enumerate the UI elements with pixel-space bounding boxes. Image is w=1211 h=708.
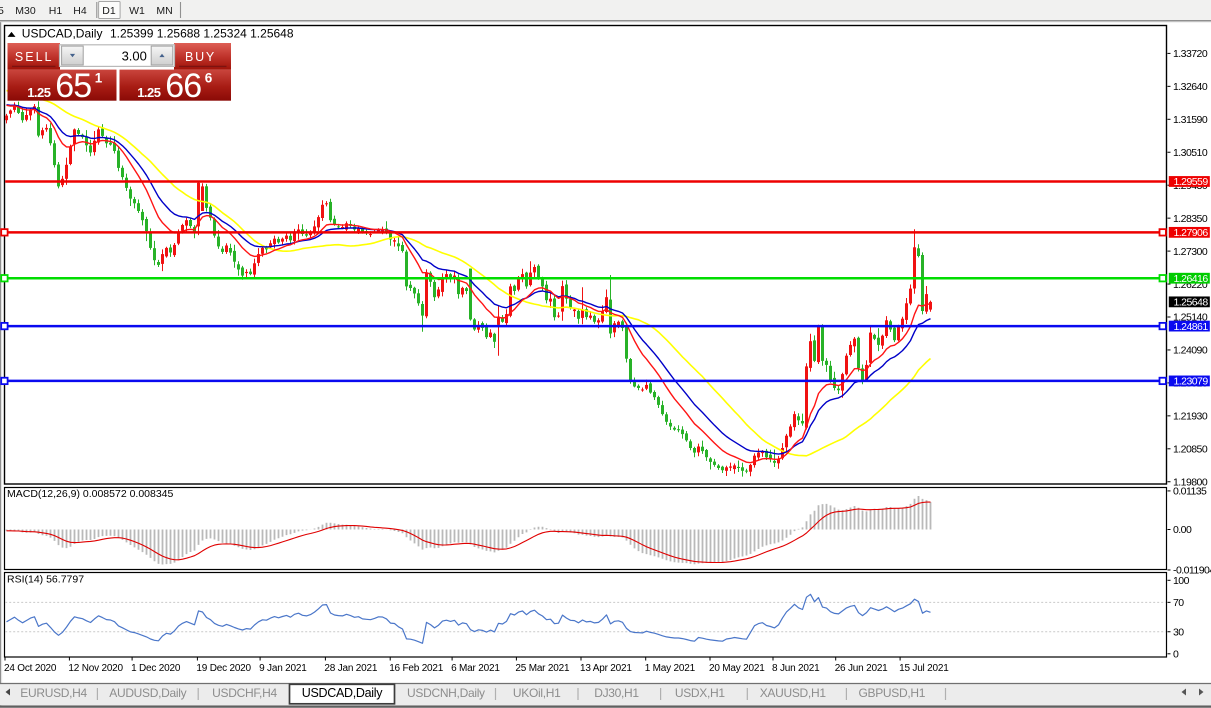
svg-text:UKOil,H1: UKOil,H1 — [513, 686, 561, 700]
svg-text:1.30510: 1.30510 — [1173, 147, 1208, 159]
svg-text:1.31590: 1.31590 — [1173, 114, 1208, 126]
svg-text:1.26416: 1.26416 — [1174, 273, 1209, 285]
svg-text:24 Oct 2020: 24 Oct 2020 — [4, 663, 57, 674]
svg-text:1.25: 1.25 — [137, 85, 161, 100]
svg-text:25 Mar 2021: 25 Mar 2021 — [515, 663, 570, 674]
svg-text:100: 100 — [1173, 575, 1190, 587]
svg-text:5: 5 — [0, 5, 4, 17]
svg-text:1.25: 1.25 — [27, 85, 51, 100]
svg-text:DJ30,H1: DJ30,H1 — [594, 686, 639, 700]
svg-text:USDCAD,Daily: USDCAD,Daily — [302, 686, 383, 700]
svg-text:1.28350: 1.28350 — [1173, 213, 1208, 225]
svg-text:SELL: SELL — [15, 50, 54, 64]
svg-text:D1: D1 — [102, 5, 116, 17]
svg-text:1.23079: 1.23079 — [1174, 376, 1209, 388]
svg-text:1.27906: 1.27906 — [1174, 227, 1209, 239]
svg-text:19 Dec 2020: 19 Dec 2020 — [196, 663, 251, 674]
svg-text:USDX,H1: USDX,H1 — [675, 686, 726, 700]
svg-text:65: 65 — [55, 67, 91, 105]
svg-text:6: 6 — [205, 71, 213, 86]
svg-text:RSI(14) 56.7797: RSI(14) 56.7797 — [7, 574, 84, 586]
svg-text:20 May 2021: 20 May 2021 — [709, 663, 765, 674]
svg-text:3.00: 3.00 — [122, 48, 147, 63]
svg-text:MN: MN — [156, 5, 172, 17]
svg-text:1.24861: 1.24861 — [1174, 321, 1209, 333]
svg-text:MACD(12,26,9) 0.008572 0.00834: MACD(12,26,9) 0.008572 0.008345 — [7, 488, 174, 500]
svg-text:0.01135: 0.01135 — [1173, 486, 1207, 498]
svg-text:8 Jun 2021: 8 Jun 2021 — [772, 663, 820, 674]
svg-text:W1: W1 — [129, 5, 145, 17]
svg-text:1.29559: 1.29559 — [1174, 176, 1209, 188]
svg-text:66: 66 — [165, 67, 201, 105]
svg-text:BUY: BUY — [185, 50, 216, 64]
svg-text:H4: H4 — [73, 5, 87, 17]
svg-text:1.32640: 1.32640 — [1173, 81, 1208, 93]
svg-text:1.33720: 1.33720 — [1173, 48, 1208, 60]
svg-text:USDCNH,Daily: USDCNH,Daily — [407, 686, 485, 700]
svg-text:EURUSD,H4: EURUSD,H4 — [20, 686, 87, 700]
svg-text:H1: H1 — [49, 5, 63, 17]
svg-text:6 Mar 2021: 6 Mar 2021 — [451, 663, 500, 674]
svg-text:M30: M30 — [15, 5, 36, 17]
svg-text:9 Jan 2021: 9 Jan 2021 — [259, 663, 307, 674]
svg-text:1.24090: 1.24090 — [1173, 345, 1208, 357]
svg-text:30: 30 — [1173, 627, 1184, 639]
svg-text:26 Jun 2021: 26 Jun 2021 — [835, 663, 888, 674]
svg-text:70: 70 — [1173, 597, 1184, 609]
svg-text:1.25399 1.25688 1.25324 1.2564: 1.25399 1.25688 1.25324 1.25648 — [110, 26, 294, 40]
svg-text:-0.011904: -0.011904 — [1173, 565, 1211, 577]
svg-text:0: 0 — [1173, 649, 1179, 661]
svg-text:28 Jan 2021: 28 Jan 2021 — [324, 663, 377, 674]
svg-text:USDCHF,H4: USDCHF,H4 — [212, 686, 277, 700]
svg-text:1 May 2021: 1 May 2021 — [645, 663, 696, 674]
svg-text:XAUUSD,H1: XAUUSD,H1 — [760, 686, 827, 700]
svg-text:16 Feb 2021: 16 Feb 2021 — [389, 663, 444, 674]
svg-text:USDCAD,Daily: USDCAD,Daily — [22, 26, 103, 40]
svg-text:GBPUSD,H1: GBPUSD,H1 — [858, 686, 925, 700]
svg-text:1.27300: 1.27300 — [1173, 246, 1208, 258]
svg-text:12 Nov 2020: 12 Nov 2020 — [68, 663, 123, 674]
svg-text:1.20850: 1.20850 — [1173, 444, 1208, 456]
svg-text:1 Dec 2020: 1 Dec 2020 — [131, 663, 181, 674]
svg-text:1: 1 — [95, 71, 103, 86]
svg-text:0.00: 0.00 — [1173, 524, 1192, 536]
svg-text:1.21930: 1.21930 — [1173, 411, 1208, 423]
svg-text:1.25648: 1.25648 — [1174, 297, 1209, 309]
svg-text:AUDUSD,Daily: AUDUSD,Daily — [109, 686, 186, 700]
svg-text:13 Apr 2021: 13 Apr 2021 — [580, 663, 632, 674]
svg-text:1.19800: 1.19800 — [1173, 476, 1208, 488]
svg-text:15 Jul 2021: 15 Jul 2021 — [899, 663, 949, 674]
